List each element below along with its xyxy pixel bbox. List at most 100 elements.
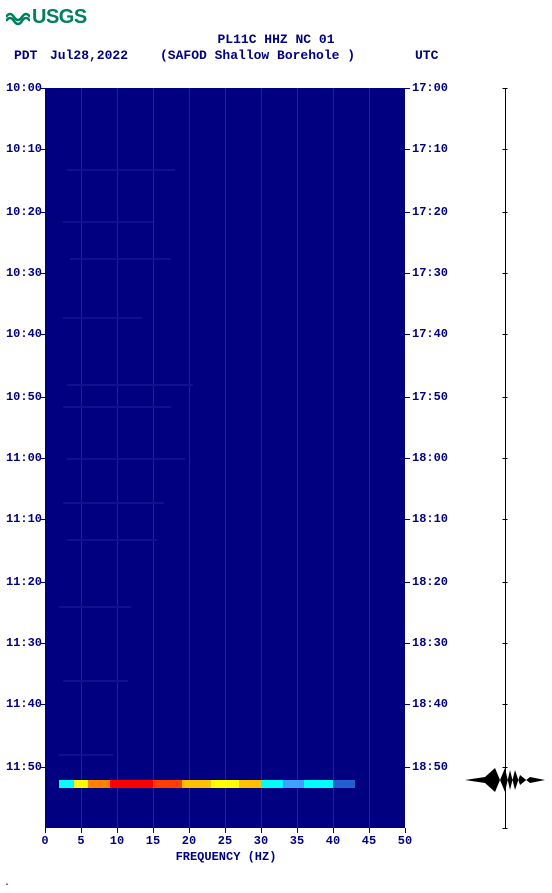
ytick-right-mark [405,767,410,768]
event-segment [88,780,110,788]
wave-tick [503,704,508,705]
spectrogram [45,88,405,828]
ytick-left-label: 11:10 [0,512,42,526]
noise-streak [63,317,142,319]
location: (SAFOD Shallow Borehole ) [160,48,355,63]
xtick-mark [45,828,46,833]
wave-tick [503,334,508,335]
xtick-mark [153,828,154,833]
gridline [297,88,298,828]
noise-streak [67,539,157,541]
ytick-right-label: 18:50 [412,760,462,774]
ytick-left-label: 10:20 [0,205,42,219]
xtick-label: 30 [254,834,268,848]
waveform-panel [465,88,545,828]
event-segment [211,780,240,788]
waveform-burst [465,766,545,794]
xtick-label: 10 [110,834,124,848]
noise-streak [63,502,164,504]
ytick-right-mark [405,643,410,644]
ytick-right-label: 17:00 [412,81,462,95]
xtick-label: 50 [398,834,412,848]
ytick-right-mark [405,149,410,150]
ytick-right-mark [405,704,410,705]
xtick-label: 5 [77,834,84,848]
ytick-right-mark [405,519,410,520]
event-segment [182,780,211,788]
wave-tick [503,582,508,583]
event-segment [110,780,153,788]
event-segment [59,780,73,788]
xtick-label: 25 [218,834,232,848]
noise-streak [70,258,171,260]
seismic-event [45,780,405,788]
ytick-right-label: 18:20 [412,575,462,589]
wave-tick [503,828,508,829]
wave-tick [503,88,508,89]
gridline [225,88,226,828]
xtick-label: 40 [326,834,340,848]
event-segment [153,780,182,788]
ytick-left-label: 10:10 [0,142,42,156]
ytick-right-mark [405,334,410,335]
xtick-label: 35 [290,834,304,848]
event-segment [304,780,333,788]
station-id: PL11C HHZ NC 01 [0,32,552,47]
ytick-left-label: 11:40 [0,697,42,711]
xtick-mark [189,828,190,833]
wave-tick [503,458,508,459]
ytick-left-label: 11:20 [0,575,42,589]
ytick-left-label: 10:40 [0,327,42,341]
ytick-right-label: 18:40 [412,697,462,711]
event-segment [74,780,88,788]
noise-streak [67,384,193,386]
date: Jul28,2022 [50,48,128,63]
xtick-mark [333,828,334,833]
event-segment [239,780,261,788]
ytick-right-mark [405,212,410,213]
logo-text: USGS [32,6,87,29]
ytick-right-mark [405,273,410,274]
ytick-left-label: 11:30 [0,636,42,650]
wave-tick [503,643,508,644]
xaxis-label: FREQUENCY (HZ) [0,850,502,864]
ytick-right-label: 17:20 [412,205,462,219]
ytick-right-label: 17:30 [412,266,462,280]
xtick-mark [81,828,82,833]
ytick-right-label: 18:30 [412,636,462,650]
xtick-mark [225,828,226,833]
wave-tick [503,519,508,520]
noise-streak [67,169,175,171]
ytick-left-label: 11:50 [0,760,42,774]
xtick-label: 20 [182,834,196,848]
ytick-left-label: 11:00 [0,451,42,465]
wave-tick [503,273,508,274]
gridline [333,88,334,828]
wave-tick [503,397,508,398]
gridline [261,88,262,828]
ytick-left-label: 10:00 [0,81,42,95]
xtick-label: 0 [41,834,48,848]
noise-streak [63,680,128,682]
right-tz: UTC [415,48,438,63]
event-segment [333,780,355,788]
xtick-mark [117,828,118,833]
noise-streak [59,606,131,608]
noise-streak [63,221,153,223]
wave-tick [503,149,508,150]
wave-tick [503,212,508,213]
event-segment [261,780,283,788]
wave-icon [6,9,30,27]
ytick-right-mark [405,458,410,459]
usgs-logo: USGS [6,6,87,29]
noise-streak [67,458,186,460]
left-tz: PDT [14,48,37,63]
gridline [369,88,370,828]
ytick-right-label: 17:40 [412,327,462,341]
xtick-label: 45 [362,834,376,848]
gridline [189,88,190,828]
noise-streak [59,754,113,756]
xtick-mark [297,828,298,833]
xtick-mark [405,828,406,833]
xtick-mark [261,828,262,833]
